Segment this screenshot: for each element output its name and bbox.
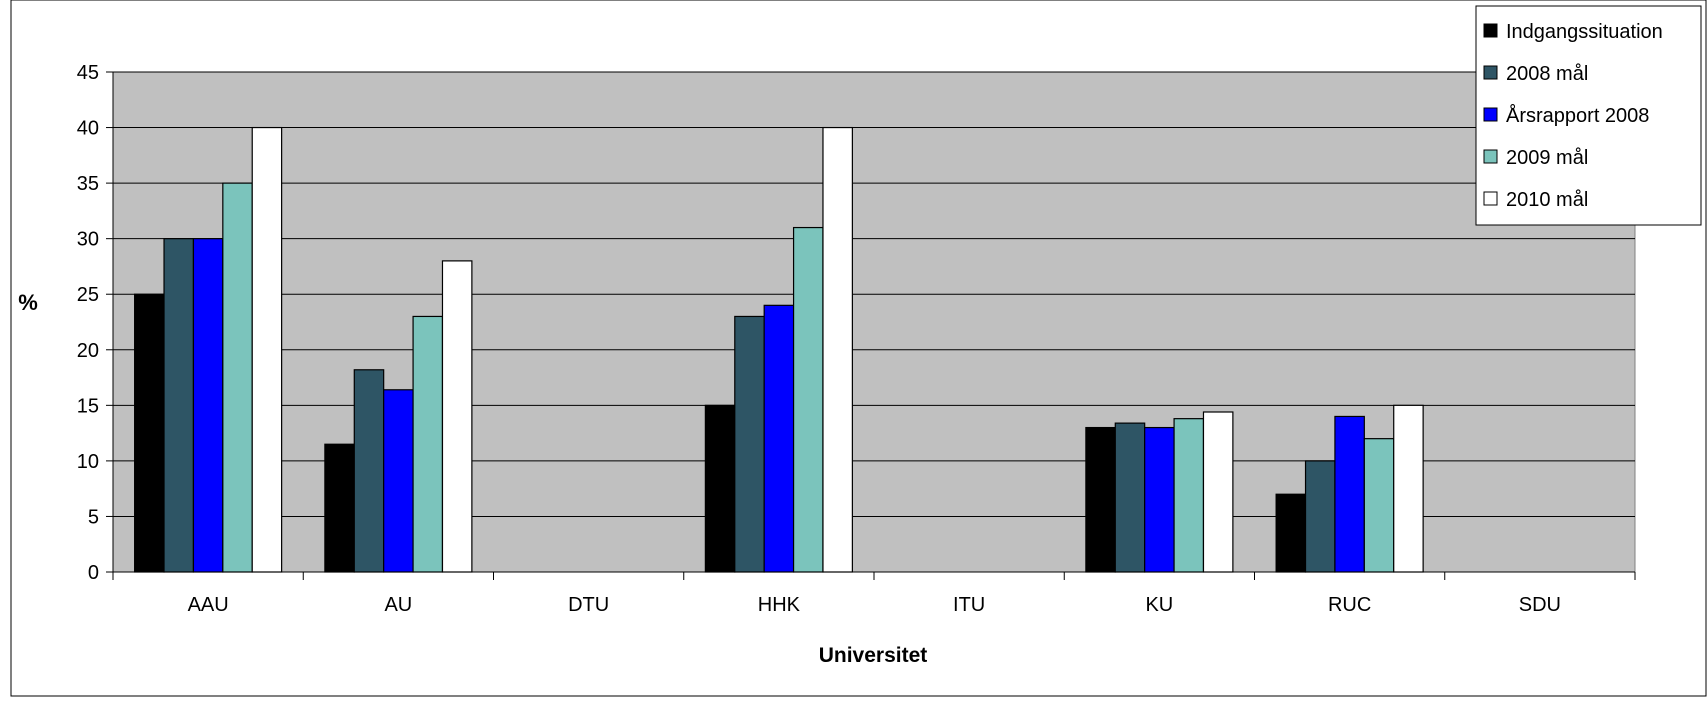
legend: Indgangssituation 2008 mål Årsrapport 2008…: [1475, 5, 1702, 226]
x-tick-label-aau: AAU: [188, 594, 229, 616]
y-tick-label: 5: [88, 506, 99, 528]
bar-au-series-3: [412, 315, 444, 573]
x-tick-label-itu: ITU: [953, 594, 985, 616]
bar-ruc-series-2: [1334, 415, 1365, 573]
bar-hhk-series-4: [822, 126, 853, 573]
y-tick-label: 40: [77, 118, 99, 140]
y-tick-label: 10: [77, 451, 99, 473]
bar-hhk-series-3: [792, 226, 824, 573]
bar-aau-series-0: [134, 293, 165, 573]
bar-aau-series-4: [251, 126, 283, 573]
legend-swatch-3: [1483, 149, 1498, 164]
bar-au-series-2: [383, 389, 414, 573]
bar-au-series-4: [441, 260, 473, 573]
bar-aau-series-2: [192, 238, 224, 573]
legend-label-1: 2008 mål: [1506, 63, 1588, 85]
x-tick-label-dtu: DTU: [568, 594, 609, 616]
y-tick-label: 20: [77, 340, 99, 362]
legend-label-4: 2010 mål: [1506, 189, 1588, 211]
legend-swatch-0: [1483, 23, 1498, 38]
bar-au-series-0: [324, 443, 355, 573]
bar-ku-series-4: [1202, 411, 1234, 573]
legend-label-0: Indgangssituation: [1506, 21, 1663, 43]
bar-ku-series-2: [1144, 426, 1175, 573]
bar-hhk-series-0: [704, 404, 736, 573]
bar-ruc-series-0: [1275, 493, 1307, 573]
legend-label-3: 2009 mål: [1506, 147, 1588, 169]
bar-ku-series-0: [1085, 426, 1116, 573]
y-axis-label: %: [18, 290, 38, 315]
x-tick-label-sdu: SDU: [1519, 594, 1561, 616]
axes: 0 5 10 15 20 25 30 35 40 45 AAU AU DTU HHK ITU KU RUC SDU: [77, 62, 1636, 616]
bar-hhk-series-1: [734, 315, 765, 573]
y-tick-label: 35: [77, 173, 99, 195]
legend-box: [1475, 5, 1702, 226]
x-tick-label-au: AU: [384, 594, 412, 616]
x-tick-label-hhk: HHK: [758, 594, 801, 616]
bar-au-series-1: [353, 369, 385, 573]
bar-ku-series-3: [1173, 418, 1205, 573]
bar-ku-series-1: [1114, 422, 1146, 573]
bar-aau-series-3: [222, 182, 253, 573]
bar-ruc-series-3: [1363, 438, 1395, 573]
x-tick-label-ku: KU: [1145, 594, 1173, 616]
legend-label-2: Årsrapport 2008: [1506, 104, 1649, 127]
bar-hhk-series-2: [763, 304, 795, 573]
y-tick-label: 45: [77, 62, 99, 84]
legend-swatch-1: [1483, 65, 1498, 80]
y-tick-label: 30: [77, 229, 99, 251]
legend-swatch-2: [1483, 107, 1498, 122]
y-tick-label: 15: [77, 395, 99, 417]
bar-ruc-series-4: [1393, 404, 1424, 573]
y-tick-label: 0: [88, 562, 99, 584]
x-tick-label-ruc: RUC: [1328, 594, 1371, 616]
bars: [134, 126, 1424, 573]
bar-aau-series-1: [163, 238, 195, 573]
x-axis-label: Universitet: [819, 644, 928, 667]
legend-swatch-4: [1483, 191, 1498, 206]
bar-ruc-series-1: [1304, 460, 1336, 573]
y-tick-label: 25: [77, 284, 99, 306]
